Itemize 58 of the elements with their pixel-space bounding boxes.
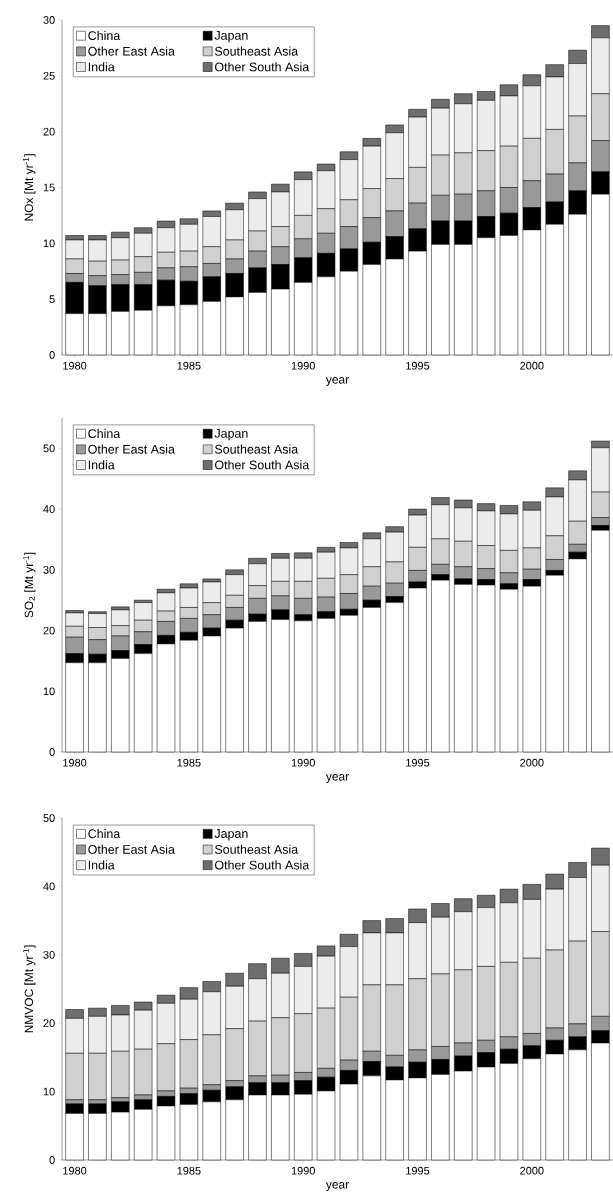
x-tick-label: 1990 <box>291 1166 315 1175</box>
x-tick-label: 1995 <box>406 1166 430 1175</box>
y-tick-label: 50 <box>43 814 55 822</box>
legend-label: Southeast Asia <box>214 844 299 854</box>
x-tick-label: 1985 <box>177 361 201 370</box>
y-tick-label: 10 <box>43 1087 55 1096</box>
y-tick-label: 0 <box>49 1156 55 1164</box>
y-tick-label: 15 <box>43 183 55 192</box>
x-axis-title: year <box>325 774 349 784</box>
legend-label: Japan <box>214 429 248 441</box>
x-tick-label: 2000 <box>520 361 544 370</box>
legend-label: India <box>88 62 115 72</box>
y-tick-label: 30 <box>43 16 55 24</box>
y-tick-label: 10 <box>43 687 55 696</box>
legend-label: India <box>88 860 115 870</box>
legend-label: Other South Asia <box>215 62 310 72</box>
y-tick-label: 30 <box>43 565 55 574</box>
y-tick-label: 20 <box>43 1019 55 1028</box>
x-tick-label: 1980 <box>63 361 87 370</box>
legend-label: Japan <box>214 31 248 43</box>
legend-label: Other East Asia <box>88 46 175 56</box>
legend-label: China <box>88 30 121 41</box>
y-tick-label: 25 <box>43 71 55 80</box>
y-tick-label: 0 <box>49 748 55 756</box>
x-tick-label: 1985 <box>177 758 201 767</box>
legend-label: Other East Asia <box>88 444 175 454</box>
x-tick-label: 1985 <box>177 1166 201 1175</box>
y-tick-label: 40 <box>43 882 55 891</box>
y-tick-label: 50 <box>43 444 55 453</box>
y-tick-label: 40 <box>43 505 55 513</box>
y-axis-title: NOx [Mt yr$^{-1}$] <box>23 154 36 221</box>
legend-label: India <box>88 460 115 470</box>
legend-label: China <box>88 829 121 839</box>
y-tick-label: 30 <box>43 950 55 959</box>
y-axis-title: NMVOC [Mt yr$^{-1}$] <box>23 945 36 1033</box>
legend-label: Other South Asia <box>215 460 310 470</box>
x-tick-label: 1980 <box>63 1166 87 1175</box>
y-axis-title: SO$_{2}$ [Mt yr$^{-1}$] <box>23 552 36 618</box>
legend-label: Other South Asia <box>215 860 310 870</box>
legend-label: Japan <box>214 829 248 841</box>
legend-label: Southeast Asia <box>214 46 299 56</box>
x-tick-label: 2000 <box>520 758 544 767</box>
legend-label: Other East Asia <box>88 844 175 854</box>
x-tick-label: 1980 <box>63 758 87 767</box>
y-tick-label: 20 <box>43 626 55 635</box>
x-axis-title: year <box>325 1182 349 1192</box>
legend-label: China <box>88 428 121 439</box>
x-tick-label: 1995 <box>406 758 430 767</box>
x-tick-label: 1990 <box>291 361 315 370</box>
x-tick-label: 1995 <box>406 361 430 370</box>
x-axis-title: year <box>325 377 349 387</box>
legend-label: Southeast Asia <box>214 444 299 454</box>
y-tick-label: 0 <box>49 351 55 359</box>
y-tick-label: 20 <box>43 127 55 136</box>
x-tick-label: 2000 <box>520 1166 544 1175</box>
x-tick-label: 1990 <box>291 758 315 767</box>
y-tick-label: 10 <box>43 239 55 248</box>
y-tick-label: 5 <box>49 295 55 303</box>
